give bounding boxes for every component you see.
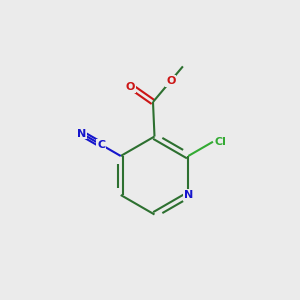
Text: O: O	[166, 76, 176, 86]
Text: O: O	[126, 82, 135, 92]
Text: N: N	[184, 190, 193, 200]
Text: C: C	[97, 140, 105, 150]
Text: N: N	[77, 128, 86, 139]
Text: Cl: Cl	[214, 137, 226, 147]
